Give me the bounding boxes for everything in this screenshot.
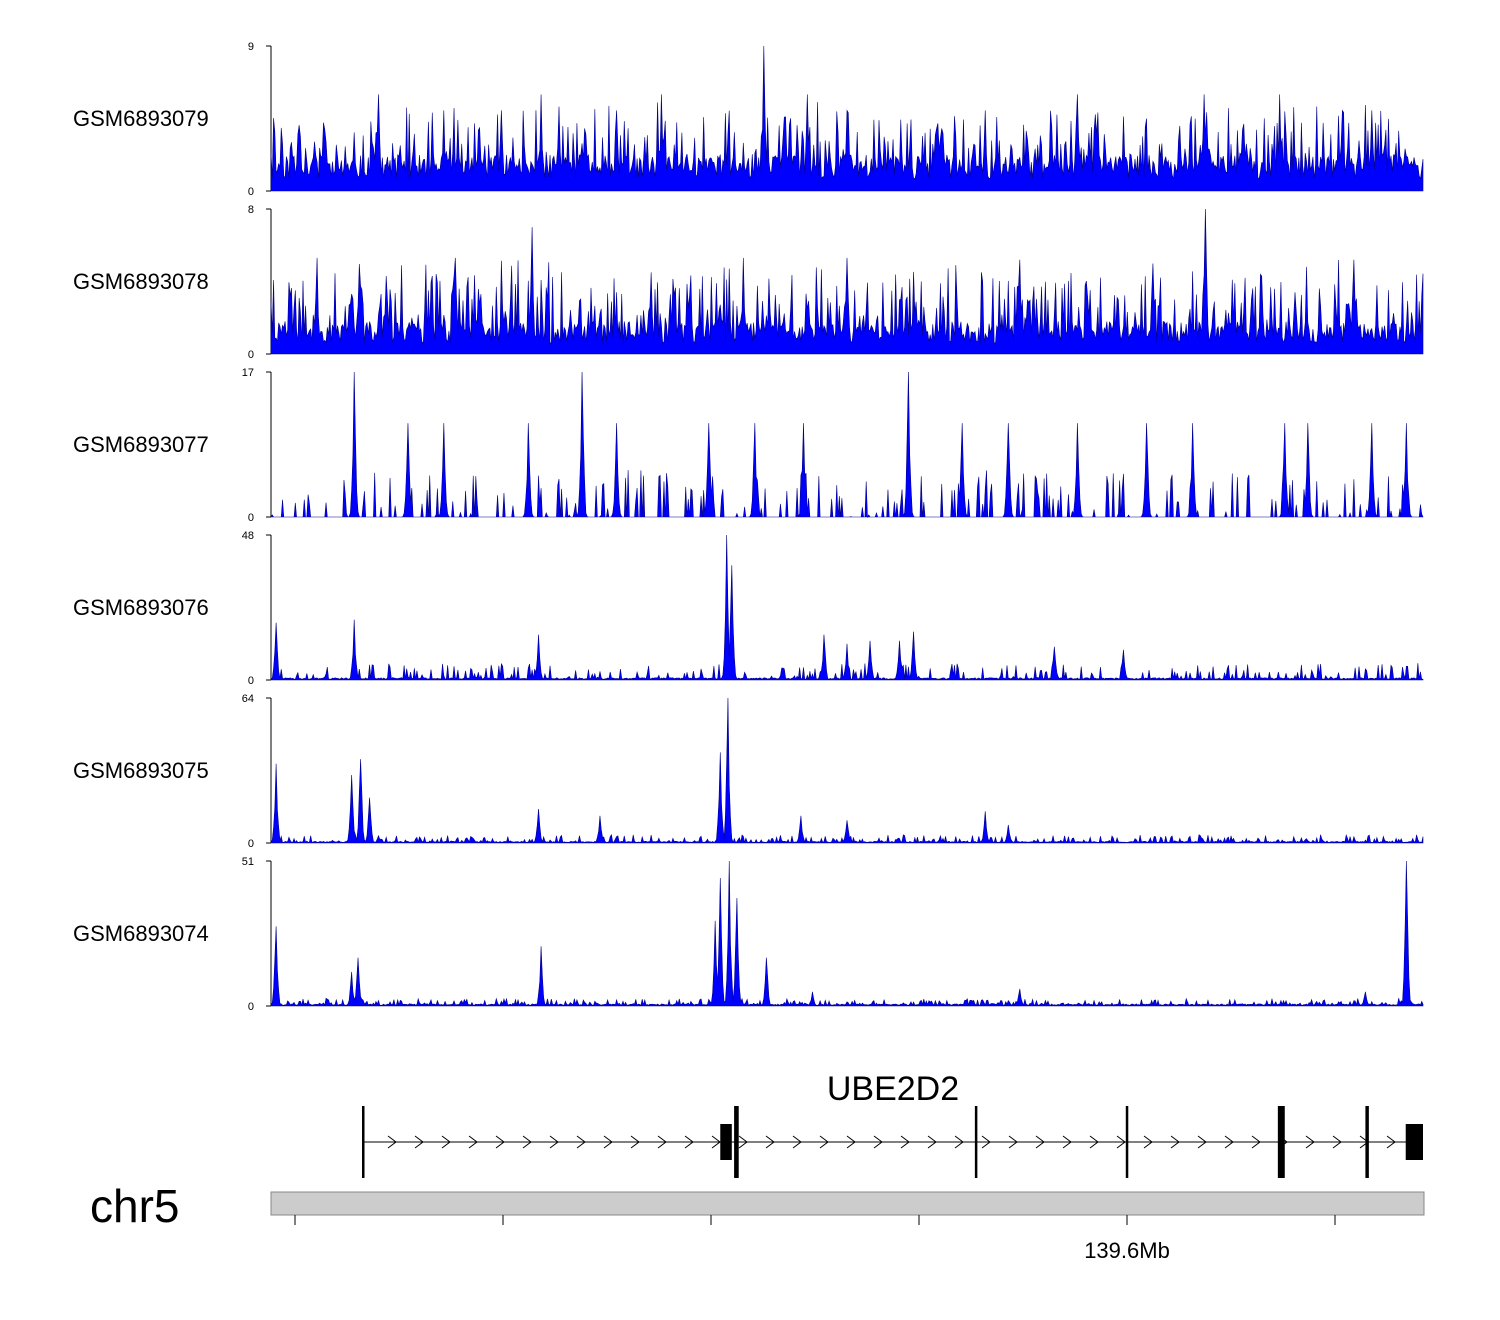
strand-arrow — [630, 1135, 640, 1149]
y-axis-min-label: 0 — [248, 675, 254, 687]
y-axis-max-label: 48 — [242, 530, 254, 542]
gene-model — [362, 1106, 1423, 1178]
strand-arrow — [684, 1135, 694, 1149]
track-label: GSM6893078 — [73, 269, 209, 294]
track-GSM6893076: GSM6893076 48 0 — [73, 530, 1424, 687]
gene-exon — [974, 1106, 978, 1178]
strand-arrow — [522, 1135, 532, 1149]
strand-arrow — [549, 1135, 559, 1149]
gene-exon — [720, 1124, 732, 1160]
strand-arrow — [1386, 1135, 1396, 1149]
gene-exon — [734, 1106, 739, 1178]
y-axis-max-label: 64 — [242, 693, 254, 705]
strand-arrow — [1251, 1135, 1261, 1149]
strand-arrow — [1116, 1135, 1126, 1149]
gene-exon — [1405, 1124, 1423, 1160]
coverage-tracks: GSM689307990GSM689307880GSM6893077170GSM… — [73, 41, 1424, 1013]
track-GSM6893078: GSM6893078 8 0 — [73, 204, 1424, 361]
gene-exon — [1277, 1106, 1285, 1178]
strand-arrow — [981, 1135, 991, 1149]
strand-arrow — [1170, 1135, 1180, 1149]
coverage-area — [270, 697, 1424, 844]
gene-name-label: UBE2D2 — [827, 1070, 959, 1108]
chromosome-tick-label: 139.6Mb — [1084, 1238, 1170, 1263]
y-axis-min-label: 0 — [248, 1001, 254, 1013]
track-label: GSM6893079 — [73, 106, 209, 131]
y-axis-max-label: 8 — [248, 204, 254, 216]
y-axis-max-label: 17 — [242, 367, 254, 379]
chromosome-axis: chr5 139.6Mb — [90, 1180, 1425, 1263]
strand-arrow — [819, 1135, 829, 1149]
strand-arrow — [441, 1135, 451, 1149]
y-axis-min-label: 0 — [248, 349, 254, 361]
coverage-area — [270, 208, 1424, 355]
strand-arrow — [792, 1135, 802, 1149]
strand-arrow — [468, 1135, 478, 1149]
track-GSM6893077: GSM6893077 17 0 — [73, 367, 1424, 524]
track-GSM6893074: GSM6893074 51 0 — [73, 856, 1424, 1013]
y-axis-min-label: 0 — [248, 186, 254, 198]
track-GSM6893075: GSM6893075 64 0 — [73, 693, 1424, 850]
strand-arrow — [1332, 1135, 1342, 1149]
gene-exon — [1365, 1106, 1369, 1178]
track-label: GSM6893075 — [73, 758, 209, 783]
strand-arrow — [603, 1135, 613, 1149]
strand-arrow — [954, 1135, 964, 1149]
strand-arrow — [1224, 1135, 1234, 1149]
strand-arrow — [846, 1135, 856, 1149]
strand-arrow — [765, 1135, 775, 1149]
y-axis-min-label: 0 — [248, 838, 254, 850]
coverage-area — [270, 534, 1424, 681]
chromosome-label: chr5 — [90, 1180, 179, 1232]
strand-arrow — [576, 1135, 586, 1149]
gene-exon — [362, 1106, 365, 1178]
track-label: GSM6893077 — [73, 432, 209, 457]
y-axis-max-label: 51 — [242, 856, 254, 868]
strand-arrow — [1008, 1135, 1018, 1149]
chromosome-ideogram-bar — [270, 1191, 1425, 1216]
strand-arrow — [1062, 1135, 1072, 1149]
coverage-area — [270, 45, 1424, 192]
coverage-area — [270, 860, 1424, 1007]
gene-track: UBE2D2 — [362, 1070, 1423, 1178]
strand-arrow — [414, 1135, 424, 1149]
strand-arrow — [900, 1135, 910, 1149]
strand-arrow — [711, 1135, 721, 1149]
strand-arrow — [738, 1135, 748, 1149]
track-GSM6893079: GSM6893079 9 0 — [73, 41, 1424, 198]
strand-arrow — [927, 1135, 937, 1149]
coverage-area — [270, 371, 1424, 519]
strand-arrow — [1197, 1135, 1207, 1149]
strand-arrow — [1089, 1135, 1099, 1149]
strand-arrow — [1305, 1135, 1315, 1149]
y-axis-max-label: 9 — [248, 41, 254, 53]
y-axis-min-label: 0 — [248, 512, 254, 524]
track-label: GSM6893074 — [73, 921, 209, 946]
strand-arrow — [1143, 1135, 1153, 1149]
strand-arrow — [657, 1135, 667, 1149]
strand-arrow — [1035, 1135, 1045, 1149]
strand-arrow — [873, 1135, 883, 1149]
gene-exon — [1125, 1106, 1129, 1178]
track-label: GSM6893076 — [73, 595, 209, 620]
chromosome-ticks: 139.6Mb — [294, 1215, 1336, 1263]
strand-arrow — [387, 1135, 397, 1149]
strand-arrow — [495, 1135, 505, 1149]
